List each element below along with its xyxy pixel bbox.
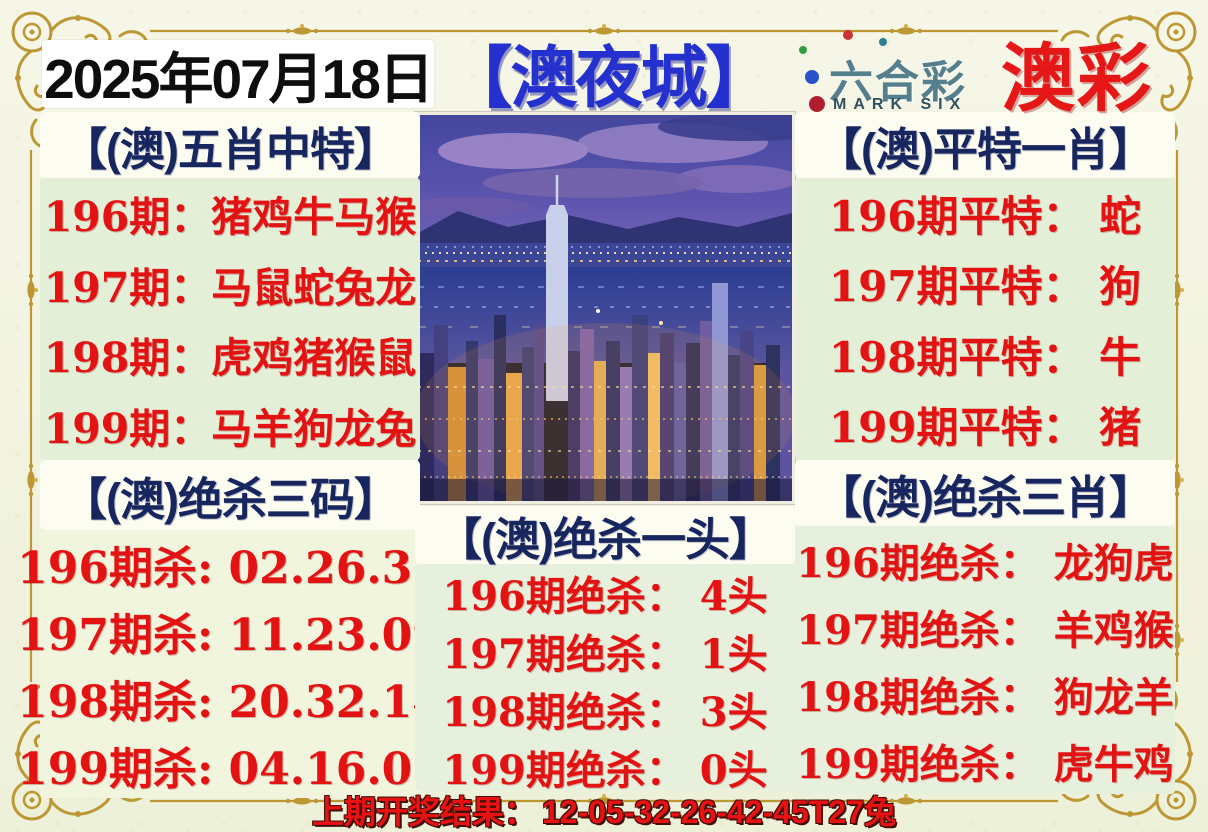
tip-row: 196期：猪鸡牛马猴	[43, 193, 417, 242]
logo-dot-red-icon	[843, 30, 853, 40]
tip-row: 199期绝杀： 0头	[442, 747, 768, 794]
panel-body: 196期平特： 蛇 197期平特： 狗 198期平特： 牛 199期平特： 猪	[795, 178, 1175, 460]
logo-dot-teal-icon	[879, 38, 887, 46]
tip-row: 196期平特： 蛇	[828, 191, 1142, 241]
tip-row: 199期：马羊狗龙兔	[43, 404, 417, 453]
panel-body: 196期杀: 02.26.32 197期杀: 11.23.09 198期杀: 2…	[17, 530, 443, 798]
panel-flat-special-zodiac: 【(澳)平特一肖】 196期平特： 蛇 197期平特： 狗 198期平特： 牛 …	[795, 112, 1175, 460]
panel-kill-three-zodiac: 【(澳)绝杀三肖】 196期绝杀： 龙狗虎 197期绝杀： 羊鸡猴 198期绝杀…	[795, 460, 1175, 794]
tip-row: 196期绝杀： 4头	[442, 573, 768, 620]
tip-row: 199期平特： 猪	[828, 403, 1142, 453]
tip-row: 196期绝杀： 龙狗虎	[796, 539, 1174, 587]
tip-row: 197期绝杀： 1头	[442, 631, 768, 678]
last-draw-result: 上期开奖结果： 12-05-32-26-42-45T27兔	[0, 790, 1208, 830]
city-night-photo	[415, 112, 795, 504]
panel-kill-three-numbers: 【(澳)绝杀三码】 196期杀: 02.26.32 197期杀: 11.23.0…	[17, 460, 443, 798]
brand-label: 澳彩	[1001, 36, 1153, 120]
logo-dot-blue-icon	[805, 70, 819, 84]
logo-name-label: 六合彩	[829, 58, 967, 107]
panel-body: 196期绝杀： 4头 197期绝杀： 1头 198期绝杀： 3头 199期绝杀：…	[415, 564, 795, 794]
panel-kill-one-head: 【(澳)绝杀一头】 196期绝杀： 4头 197期绝杀： 1头 198期绝杀： …	[415, 506, 795, 794]
tip-row: 197期绝杀： 羊鸡猴	[796, 606, 1174, 654]
tip-row: 197期平特： 狗	[828, 262, 1142, 312]
tip-row: 198期：虎鸡猪猴鼠	[43, 334, 417, 383]
logo-subname-label: MARK SIX	[833, 96, 968, 113]
logo-dot-maroon-icon	[809, 96, 825, 112]
tip-row: 198期杀: 20.32.14	[17, 676, 443, 728]
panel-title: 【(澳)绝杀三肖】	[795, 460, 1175, 526]
panel-body: 196期：猪鸡牛马猴 197期：马鼠蛇兔龙 198期：虎鸡猪猴鼠 199期：马羊…	[40, 178, 420, 460]
tip-row: 198期平特： 牛	[828, 332, 1142, 382]
tip-row: 196期杀: 02.26.32	[17, 542, 443, 594]
panel-title: 【(澳)绝杀一头】	[415, 506, 795, 565]
panel-five-zodiac: 【(澳)五肖中特】 196期：猪鸡牛马猴 197期：马鼠蛇兔龙 198期：虎鸡猪…	[40, 112, 420, 460]
tip-row: 197期：马鼠蛇兔龙	[43, 263, 417, 312]
tip-row: 197期杀: 11.23.09	[17, 609, 443, 661]
tip-row: 198期绝杀： 狗龙羊	[796, 673, 1174, 721]
tip-row: 198期绝杀： 3头	[442, 689, 768, 736]
last-draw-numbers: 12-05-32-26-42-45T27兔	[542, 794, 896, 830]
logo-dot-green-icon	[799, 46, 807, 54]
panel-title: 【(澳)五肖中特】	[40, 112, 420, 178]
panel-body: 196期绝杀： 龙狗虎 197期绝杀： 羊鸡猴 198期绝杀： 狗龙羊 199期…	[795, 526, 1175, 794]
tip-row: 199期绝杀： 虎牛鸡	[796, 740, 1174, 788]
mark-six-logo: 六合彩 MARK SIX	[795, 28, 985, 118]
date-label: 2025年07月18日	[42, 40, 434, 110]
last-draw-label: 上期开奖结果：	[311, 794, 536, 830]
panel-title: 【(澳)绝杀三码】	[40, 460, 420, 530]
page-title: 【澳夜城】	[445, 40, 773, 116]
